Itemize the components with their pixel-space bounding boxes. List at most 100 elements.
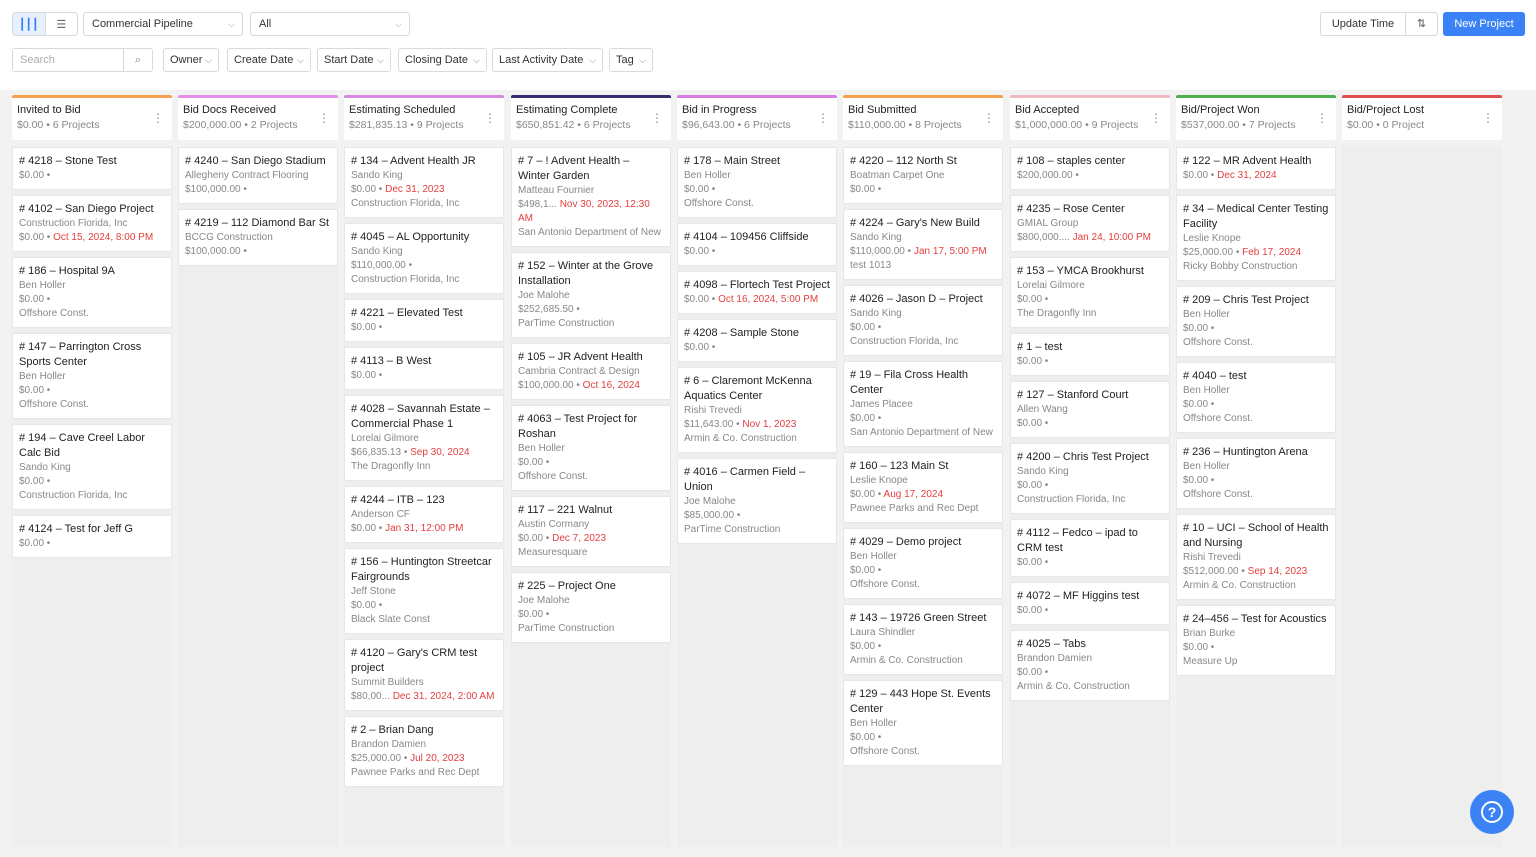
all-select[interactable]: All ⌵ xyxy=(250,12,410,36)
closing-date-filter[interactable]: Closing Date ⌵ xyxy=(398,48,487,72)
project-card[interactable]: # 153 – YMCA Brookhurst Lorelai Gilmore $0… xyxy=(1010,257,1170,328)
card-company: San Antonio Department of New Developmen… xyxy=(850,427,996,438)
project-card[interactable]: # 4016 – Carmen Field – Union Joe Malohe $… xyxy=(677,458,837,544)
project-card[interactable]: # 127 – Stanford Court Allen Wang $0.00 • xyxy=(1010,381,1170,438)
card-date: Oct 16, 2024, 5:00 PM xyxy=(718,294,819,305)
start-date-filter[interactable]: Start Date ⌵ xyxy=(317,48,391,72)
board-view-icon[interactable]: ┃┃┃ xyxy=(13,13,45,35)
project-card[interactable]: # 129 – 443 Hope St. Events Center Ben Ho… xyxy=(843,680,1003,766)
project-card[interactable]: # 236 – Huntington Arena Ben Holler $0.00 … xyxy=(1176,438,1336,509)
project-card[interactable]: # 117 – 221 Walnut Austin Cormany $0.00 • … xyxy=(511,496,671,567)
list-view-icon[interactable]: ☰ xyxy=(44,13,78,35)
project-card[interactable]: # 4219 – 112 Diamond Bar St BCCG Construc… xyxy=(178,209,338,266)
project-card[interactable]: # 10 – UCI – School of Health and Nursin… xyxy=(1176,514,1336,600)
more-vertical-icon[interactable]: ⋮ xyxy=(983,111,995,125)
card-amount-row: $0.00 • Oct 15, 2024, 8:00 PM xyxy=(19,231,165,245)
project-card[interactable]: # 4063 – Test Project for Roshan Ben Holl… xyxy=(511,405,671,491)
card-owner: Sando King xyxy=(850,232,902,243)
project-card[interactable]: # 178 – Main Street Ben Holler $0.00 • Offs… xyxy=(677,147,837,218)
pipeline-select[interactable]: Commercial Pipeline ⌵ xyxy=(83,12,243,36)
card-title: # 105 – JR Advent Health xyxy=(518,351,643,363)
card-amount: $110,000.00 • xyxy=(850,246,912,257)
project-card[interactable]: # 108 – staples center $200,000.00 • xyxy=(1010,147,1170,190)
project-card[interactable]: # 225 – Project One Joe Malohe $0.00 • ParT… xyxy=(511,572,671,643)
more-vertical-icon[interactable]: ⋮ xyxy=(1316,111,1328,125)
project-card[interactable]: # 4072 – MF Higgins test $0.00 • xyxy=(1010,582,1170,625)
card-amount: $512,000.00 • xyxy=(1183,566,1245,577)
project-card[interactable]: # 194 – Cave Creel Labor Calc Bid Sando K… xyxy=(12,424,172,510)
project-card[interactable]: # 156 – Huntington Streetcar Fairgrounds… xyxy=(344,548,504,634)
project-card[interactable]: # 143 – 19726 Green Street Laura Shindler… xyxy=(843,604,1003,675)
project-card[interactable]: # 4200 – Chris Test Project Sando King $0.… xyxy=(1010,443,1170,514)
project-card[interactable]: # 4102 – San Diego Project Construction F… xyxy=(12,195,172,252)
project-card[interactable]: # 4220 – 112 North St Boatman Carpet One $… xyxy=(843,147,1003,204)
search-input[interactable] xyxy=(13,49,123,71)
sort-icon[interactable]: ⇅ xyxy=(1405,12,1438,36)
project-card[interactable]: # 186 – Hospital 9A Ben Holler $0.00 • Offs… xyxy=(12,257,172,328)
project-card[interactable]: # 4104 – 109456 Cliffside $0.00 • xyxy=(677,223,837,266)
more-vertical-icon[interactable]: ⋮ xyxy=(817,111,829,125)
chevron-down-icon: ⌵ xyxy=(228,19,235,29)
project-card[interactable]: # 209 – Chris Test Project Ben Holler $0.0… xyxy=(1176,286,1336,357)
card-owner: GMIAL Group xyxy=(1017,218,1079,229)
card-title: # 4113 – B West xyxy=(351,355,432,367)
tag-filter[interactable]: Tag ⌵ xyxy=(609,48,653,72)
project-card[interactable]: # 7 – ! Advent Health – Winter Garden Mat… xyxy=(511,147,671,247)
project-card[interactable]: # 4098 – Flortech Test Project $0.00 • Oc… xyxy=(677,271,837,314)
card-amount: $0.00 • xyxy=(1183,323,1215,334)
project-card[interactable]: # 4040 – test Ben Holler $0.00 • Offshore C… xyxy=(1176,362,1336,433)
project-card[interactable]: # 4026 – Jason D – Project Sando King $0.0… xyxy=(843,285,1003,356)
last-activity-date-filter[interactable]: Last Activity Date ⌵ xyxy=(492,48,603,72)
project-card[interactable]: # 4235 – Rose Center GMIAL Group $800,000.… xyxy=(1010,195,1170,252)
project-card[interactable]: # 2 – Brian Dang Brandon Damien $25,000.00… xyxy=(344,716,504,787)
more-vertical-icon[interactable]: ⋮ xyxy=(1482,111,1494,125)
project-card[interactable]: # 160 – 123 Main St Leslie Knope $0.00 • A… xyxy=(843,452,1003,523)
more-vertical-icon[interactable]: ⋮ xyxy=(318,111,330,125)
card-title: # 152 – Winter at the Grove Installation xyxy=(518,260,654,287)
more-vertical-icon[interactable]: ⋮ xyxy=(152,111,164,125)
card-amount-row: $0.00 • xyxy=(19,169,165,183)
project-card[interactable]: # 4240 – San Diego Stadium Allegheny Cont… xyxy=(178,147,338,204)
owner-filter[interactable]: Owner ⌵ xyxy=(163,48,219,72)
project-card[interactable]: # 24–456 – Test for Acoustics Brian Burke… xyxy=(1176,605,1336,676)
project-card[interactable]: # 6 – Claremont McKenna Aquatics Center R… xyxy=(677,367,837,453)
project-card[interactable]: # 34 – Medical Center Testing Facility Le… xyxy=(1176,195,1336,281)
project-card[interactable]: # 122 – MR Advent Health $0.00 • Dec 31, … xyxy=(1176,147,1336,190)
card-amount: $11,643.00 • xyxy=(684,419,740,430)
create-date-filter[interactable]: Create Date ⌵ xyxy=(227,48,311,72)
new-project-button[interactable]: New Project xyxy=(1443,12,1525,36)
project-card[interactable]: # 4224 – Gary's New Build Sando King $110,… xyxy=(843,209,1003,280)
project-card[interactable]: # 19 – Fila Cross Health Center James Pla… xyxy=(843,361,1003,447)
project-card[interactable]: # 4112 – Fedco – ipad to CRM test $0.00 • xyxy=(1010,519,1170,577)
project-card[interactable]: # 4028 – Savannah Estate – Commercial Ph… xyxy=(344,395,504,481)
update-time-button[interactable]: Update Time xyxy=(1320,12,1406,36)
help-button[interactable]: ? xyxy=(1470,790,1514,834)
card-amount: $0.00 • xyxy=(351,184,383,195)
project-card[interactable]: # 4113 – B West $0.00 • xyxy=(344,347,504,390)
card-company: Offshore Const. xyxy=(1183,413,1253,424)
card-owner: Allen Wang xyxy=(1017,404,1068,415)
project-card[interactable]: # 4045 – AL Opportunity Sando King $110,00… xyxy=(344,223,504,294)
project-card[interactable]: # 152 – Winter at the Grove Installation… xyxy=(511,252,671,338)
card-company: Offshore Const. xyxy=(19,308,89,319)
project-card[interactable]: # 105 – JR Advent Health Cambria Contract… xyxy=(511,343,671,400)
project-card[interactable]: # 134 – Advent Health JR Sando King $0.00 … xyxy=(344,147,504,218)
project-card[interactable]: # 1 – test $0.00 • xyxy=(1010,333,1170,376)
project-card[interactable]: # 4124 – Test for Jeff G $0.00 • xyxy=(12,515,172,558)
more-vertical-icon[interactable]: ⋮ xyxy=(1150,111,1162,125)
card-title: # 34 – Medical Center Testing Facility xyxy=(1183,203,1329,230)
project-card[interactable]: # 4244 – ITB – 123 Anderson CF $0.00 • Jan… xyxy=(344,486,504,543)
more-vertical-icon[interactable]: ⋮ xyxy=(484,111,496,125)
card-company: Construction Florida, Inc xyxy=(19,490,128,501)
search-icon[interactable]: ⌕ xyxy=(123,49,152,71)
project-card[interactable]: # 4221 – Elevated Test $0.00 • xyxy=(344,299,504,342)
project-card[interactable]: # 147 – Parrington Cross Sports Center Be… xyxy=(12,333,172,419)
more-vertical-icon[interactable]: ⋮ xyxy=(651,111,663,125)
project-card[interactable]: # 4025 – Tabs Brandon Damien $0.00 • Armin … xyxy=(1010,630,1170,701)
project-card[interactable]: # 4029 – Demo project Ben Holler $0.00 • Of… xyxy=(843,528,1003,599)
card-owner: James Placee xyxy=(850,399,913,410)
project-card[interactable]: # 4120 – Gary's CRM test project Summit B… xyxy=(344,639,504,711)
card-company: Offshore Const. xyxy=(1183,489,1253,500)
project-card[interactable]: # 4208 – Sample Stone $0.00 • xyxy=(677,319,837,362)
project-card[interactable]: # 4218 – Stone Test $0.00 • xyxy=(12,147,172,190)
